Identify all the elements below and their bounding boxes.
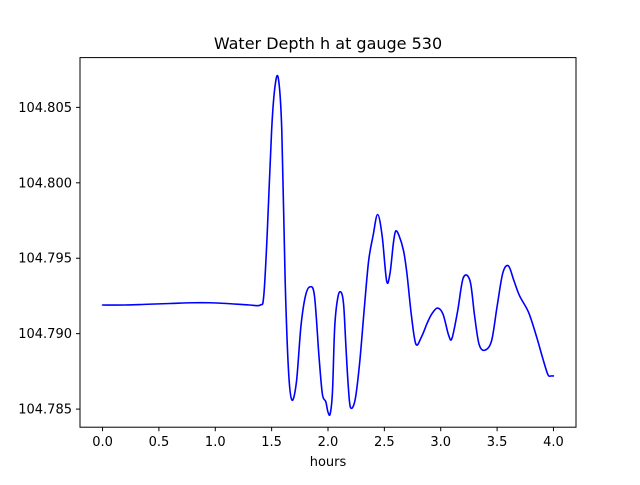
x-tick-label: 1.5 xyxy=(261,435,282,450)
y-tick-label: 104.790 xyxy=(18,327,72,342)
y-tick-label: 104.785 xyxy=(18,403,72,418)
plot-area xyxy=(80,57,576,428)
y-axis-ticks: 104.785 104.790 104.795 104.800 104.805 xyxy=(18,101,80,418)
y-tick-label: 104.795 xyxy=(18,252,72,267)
x-tick-label: 0.5 xyxy=(149,435,170,450)
series-line-0 xyxy=(101,74,555,417)
x-tick-label: 2.0 xyxy=(318,435,339,450)
x-tick-label: 1.0 xyxy=(205,435,226,450)
x-tick-label: 2.5 xyxy=(374,435,395,450)
y-tick-label: 104.805 xyxy=(18,101,72,116)
x-axis-ticks: 0.0 0.5 1.0 1.5 2.0 2.5 3.0 3.5 4.0 xyxy=(92,427,564,450)
x-tick-label: 3.5 xyxy=(487,435,508,450)
x-tick-label: 3.0 xyxy=(430,435,451,450)
y-tick-label: 104.800 xyxy=(18,176,72,191)
chart-title: Water Depth h at gauge 530 xyxy=(214,34,442,53)
x-tick-label: 4.0 xyxy=(543,435,564,450)
x-tick-label: 0.0 xyxy=(92,435,113,450)
series-layer xyxy=(101,74,555,417)
x-axis-label: hours xyxy=(310,455,347,470)
